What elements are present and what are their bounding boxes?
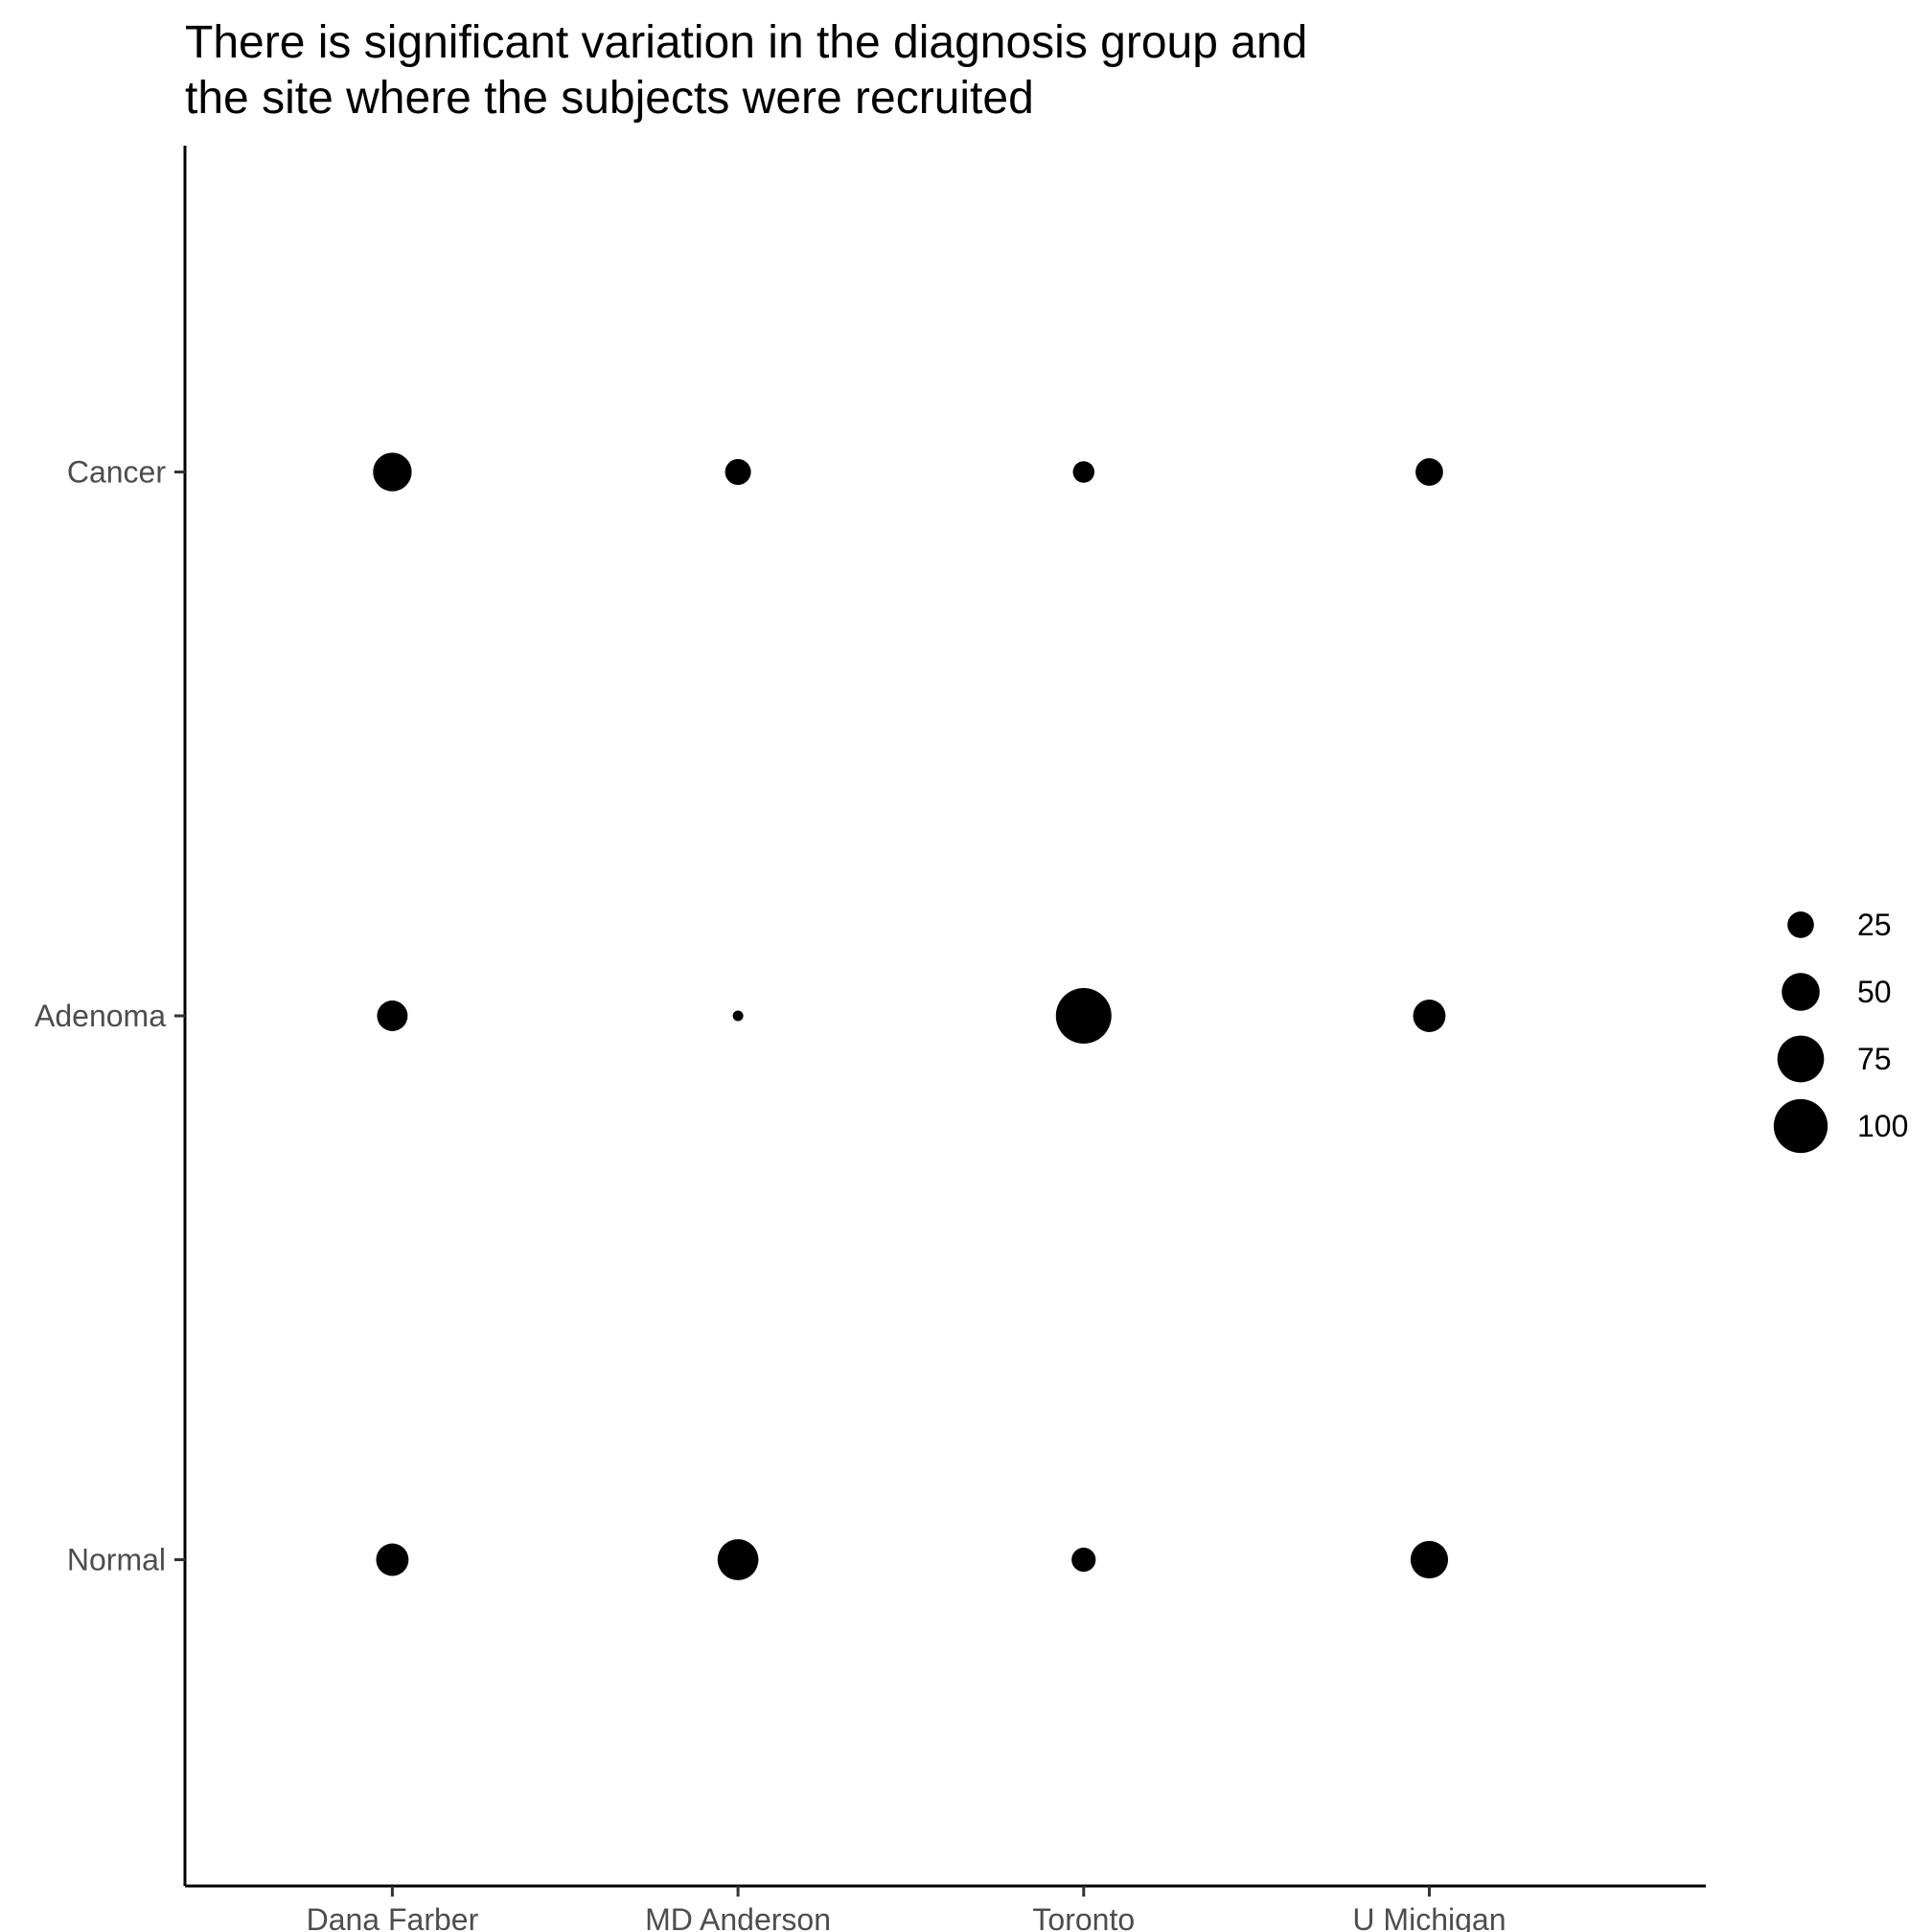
x-tick-label: Dana Farber: [307, 1902, 479, 1932]
y-tick-label: Normal: [67, 1543, 166, 1577]
x-tick-label: MD Anderson: [645, 1902, 831, 1932]
data-point: [724, 458, 751, 486]
legend-key: [1782, 973, 1820, 1011]
data-point: [1072, 461, 1095, 483]
legend-key: [1773, 1098, 1828, 1154]
data-point: [1410, 1540, 1449, 1579]
legend-label: 50: [1857, 975, 1892, 1009]
data-point: [732, 1010, 744, 1022]
legend-label: 25: [1857, 908, 1892, 942]
y-tick-label: Adenoma: [34, 999, 166, 1033]
data-point: [717, 1539, 759, 1580]
data-point: [1413, 1000, 1446, 1032]
chart-title-line-1: There is significant variation in the di…: [185, 17, 1308, 68]
data-point: [1071, 1547, 1096, 1573]
data-point: [376, 1543, 409, 1576]
data-point: [377, 1000, 408, 1031]
chart-title: There is significant variation in the di…: [185, 15, 1718, 126]
x-tick-label: Toronto: [1032, 1902, 1135, 1932]
x-tick-label: U Michigan: [1352, 1902, 1506, 1932]
legend-label: 100: [1857, 1109, 1908, 1143]
size-legend: 25 50 75 100: [1773, 908, 1908, 1154]
data-point: [1055, 988, 1112, 1044]
axes: Dana Farber MD Anderson Toronto U Michigan N…: [34, 146, 1706, 1932]
chart-title-line-2: the site where the subjects were recruit…: [185, 73, 1034, 124]
y-tick-label: Cancer: [67, 455, 167, 490]
plot-area: [373, 452, 1449, 1580]
data-point: [1415, 458, 1443, 486]
data-point: [373, 452, 412, 492]
legend-key: [1787, 911, 1814, 938]
legend-key: [1777, 1035, 1825, 1083]
legend-label: 75: [1857, 1042, 1892, 1076]
